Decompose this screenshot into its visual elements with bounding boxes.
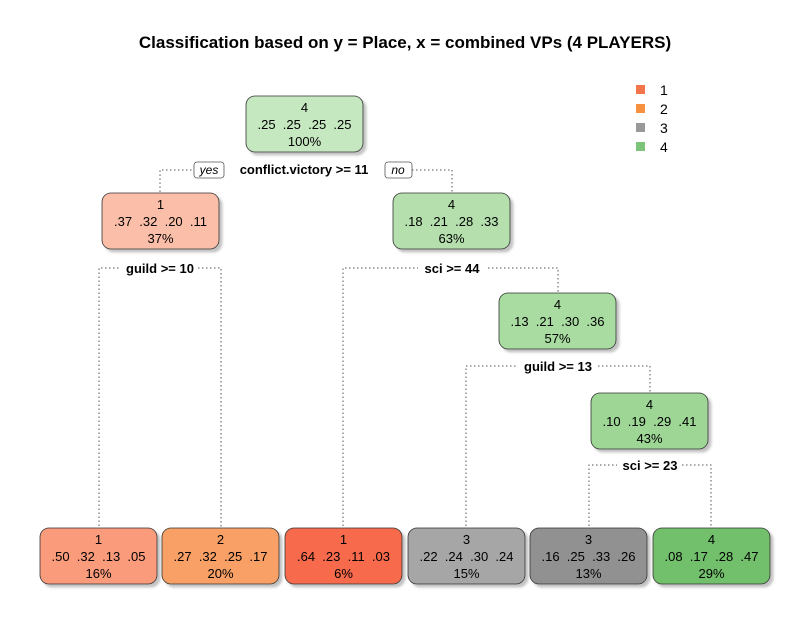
node-box — [392, 192, 511, 250]
edge-right-rr — [488, 267, 559, 293]
node-class: 4 — [646, 397, 653, 412]
legend-swatch-4 — [636, 142, 645, 151]
node-probs: .08 .17 .28 .47 — [665, 549, 759, 564]
node-percent: 43% — [636, 431, 662, 446]
node-percent: 15% — [453, 566, 479, 581]
node-box — [161, 527, 280, 585]
diagram-title: Classification based on y = Place, x = c… — [139, 33, 671, 52]
node-class: 4 — [301, 100, 308, 115]
yes-tag-box — [193, 161, 225, 179]
split-root-label: conflict.victory >= 11 — [240, 162, 369, 177]
legend-swatch-1 — [636, 85, 645, 94]
node-class: 1 — [95, 532, 102, 547]
tree-node-root: 4 .25 .25 .25 .25 100% — [245, 95, 364, 153]
legend-label-3: 3 — [660, 120, 668, 136]
node-probs: .18 .21 .28 .33 — [405, 214, 499, 229]
tree-leaf-6: 4 .08 .17 .28 .47 29% — [652, 527, 771, 585]
node-probs: .22 .24 .30 .24 — [420, 549, 514, 564]
tree-connectors — [98, 169, 712, 530]
node-percent: 57% — [544, 331, 570, 346]
node-box — [101, 192, 220, 250]
legend-swatch-2 — [636, 104, 645, 113]
node-class: 1 — [157, 197, 164, 212]
node-percent: 29% — [698, 566, 724, 581]
legend-label-1: 1 — [660, 82, 668, 98]
node-percent: 100% — [288, 134, 322, 149]
node-probs: .10 .19 .29 .41 — [603, 414, 697, 429]
legend-label-4: 4 — [660, 139, 668, 155]
tree-node-right-right-right: 4 .10 .19 .29 .41 43% — [590, 392, 709, 450]
node-box — [652, 527, 771, 585]
node-box — [39, 527, 158, 585]
edge-root-right — [412, 169, 453, 192]
split-right-label: sci >= 44 — [425, 261, 481, 276]
node-class: 4 — [448, 197, 455, 212]
tree-leaf-2: 2 .27 .32 .25 .17 20% — [161, 527, 280, 585]
tree-leaf-4: 3 .22 .24 .30 .24 15% — [407, 527, 526, 585]
split-left-label: guild >= 10 — [126, 261, 194, 276]
tree-leaf-5: 3 .16 .25 .33 .26 13% — [529, 527, 648, 585]
node-box — [245, 95, 364, 153]
edge-right-leaf3 — [342, 267, 418, 530]
legend-label-2: 2 — [660, 101, 668, 117]
tree-leaf-3: 1 .64 .23 .11 .03 6% — [284, 527, 403, 585]
node-class: 4 — [708, 532, 715, 547]
node-percent: 16% — [85, 566, 111, 581]
node-class: 2 — [217, 532, 224, 547]
split-rr-label: guild >= 13 — [524, 359, 592, 374]
node-class: 3 — [463, 532, 470, 547]
yes-tag-label: yes — [199, 163, 219, 177]
node-percent: 63% — [438, 231, 464, 246]
node-class: 1 — [340, 532, 347, 547]
node-percent: 13% — [575, 566, 601, 581]
node-box — [407, 527, 526, 585]
node-percent: 6% — [334, 566, 353, 581]
edge-rr-rrr — [598, 365, 651, 393]
branch-tags: yes no — [193, 161, 413, 179]
node-probs: .13 .21 .30 .36 — [511, 314, 605, 329]
node-class: 4 — [554, 297, 561, 312]
node-box — [529, 527, 648, 585]
node-percent: 20% — [207, 566, 233, 581]
edge-left-leaf1 — [98, 267, 120, 530]
legend: 1 2 3 4 — [636, 82, 668, 155]
node-probs: .16 .25 .33 .26 — [542, 549, 636, 564]
edge-left-leaf2 — [198, 267, 222, 530]
tree-node-right-right: 4 .13 .21 .30 .36 57% — [498, 292, 617, 350]
node-box — [498, 292, 617, 350]
tree-node-right: 4 .18 .21 .28 .33 63% — [392, 192, 511, 250]
split-labels: conflict.victory >= 11 guild >= 10 sci >… — [126, 162, 677, 473]
tree-leaf-1: 1 .50 .32 .13 .05 16% — [39, 527, 158, 585]
node-percent: 37% — [147, 231, 173, 246]
node-probs: .37 .32 .20 .11 — [114, 214, 207, 229]
node-probs: .50 .32 .13 .05 — [52, 549, 146, 564]
split-rrr-label: sci >= 23 — [623, 458, 678, 473]
edge-rr-leaf4 — [465, 365, 518, 530]
no-tag-box — [384, 161, 413, 179]
tree-node-left: 1 .37 .32 .20 .11 37% — [101, 192, 220, 250]
edge-rrr-leaf6 — [682, 464, 712, 530]
edge-root-left — [159, 169, 194, 192]
node-probs: .64 .23 .11 .03 — [297, 549, 390, 564]
node-box — [284, 527, 403, 585]
node-box — [590, 392, 709, 450]
edge-rrr-leaf5 — [588, 464, 617, 530]
node-class: 3 — [585, 532, 592, 547]
node-probs: .25 .25 .25 .25 — [258, 117, 352, 132]
node-probs: .27 .32 .25 .17 — [174, 549, 268, 564]
no-tag-label: no — [391, 163, 405, 177]
legend-swatch-3 — [636, 123, 645, 132]
